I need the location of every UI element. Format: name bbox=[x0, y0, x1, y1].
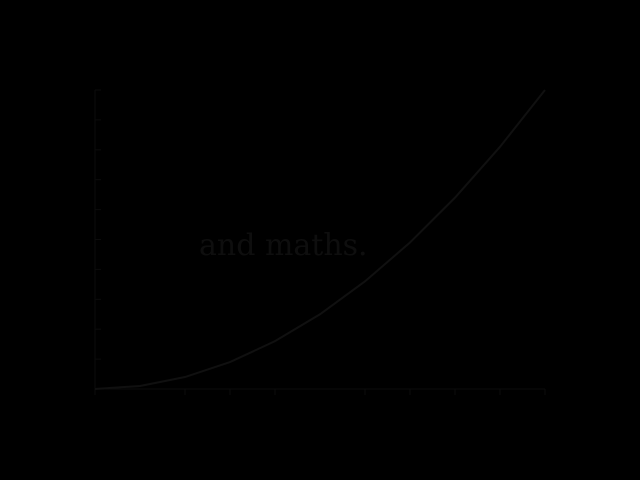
series-line bbox=[94, 89, 546, 390]
chart-annotation: and maths. bbox=[199, 228, 368, 263]
x-ticks bbox=[94, 389, 546, 395]
